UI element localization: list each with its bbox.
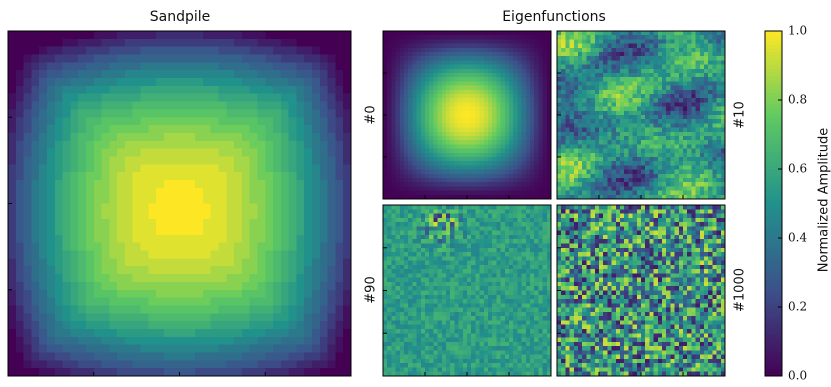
panel-title: Sandpile [150,9,211,25]
panel-label: #1000 [733,268,748,312]
heatmap [8,31,352,377]
colorbar-label: Normalized Amplitude [817,128,831,272]
colorbar-tick-label: 0.2 [788,300,807,314]
colorbar-tick-label: 0.8 [788,93,807,107]
colorbar-tick-label: 0.4 [788,231,807,245]
colorbar [765,31,782,377]
panel-label: #10 [733,101,748,128]
heatmap [383,31,552,200]
colorbar-tick-label: 0.0 [788,369,807,383]
colorbar-frame [764,30,783,377]
heatmap [383,205,552,377]
colorbar-tick-label: 0.6 [788,162,807,176]
panel-title: Eigenfunctions [502,9,606,25]
heatmap [557,205,726,377]
heatmap [557,31,726,200]
colorbar-tick-label: 1.0 [788,24,807,38]
panel-label: #0 [364,105,379,124]
panel-label: #90 [364,276,379,303]
